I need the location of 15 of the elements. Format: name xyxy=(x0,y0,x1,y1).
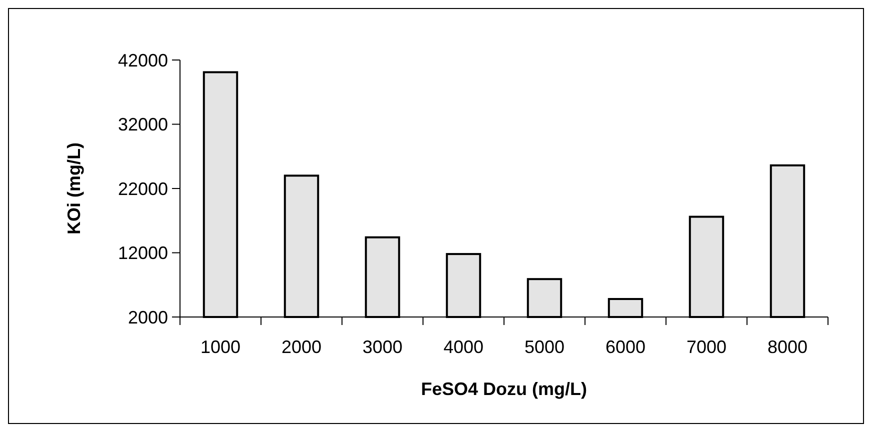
y-tick-label: 32000 xyxy=(118,114,168,135)
y-tick-label: 22000 xyxy=(118,178,168,199)
x-axis-title: FeSO4 Dozu (mg/L) xyxy=(421,379,588,399)
y-tick-label: 2000 xyxy=(128,307,168,328)
x-tick-label: 4000 xyxy=(443,337,484,357)
x-tick-label: 6000 xyxy=(605,337,646,357)
y-tick-label: 42000 xyxy=(118,50,168,70)
x-tick-label: 2000 xyxy=(281,337,322,357)
x-tick-label: 1000 xyxy=(200,337,241,357)
x-tick-label: 7000 xyxy=(686,337,727,357)
y-tick-label: 12000 xyxy=(118,243,168,264)
x-tick-label: 5000 xyxy=(524,337,565,357)
y-axis-title: KOi (mg/L) xyxy=(64,142,84,234)
x-tick-label: 8000 xyxy=(767,337,808,357)
x-tick-label: 3000 xyxy=(362,337,403,357)
